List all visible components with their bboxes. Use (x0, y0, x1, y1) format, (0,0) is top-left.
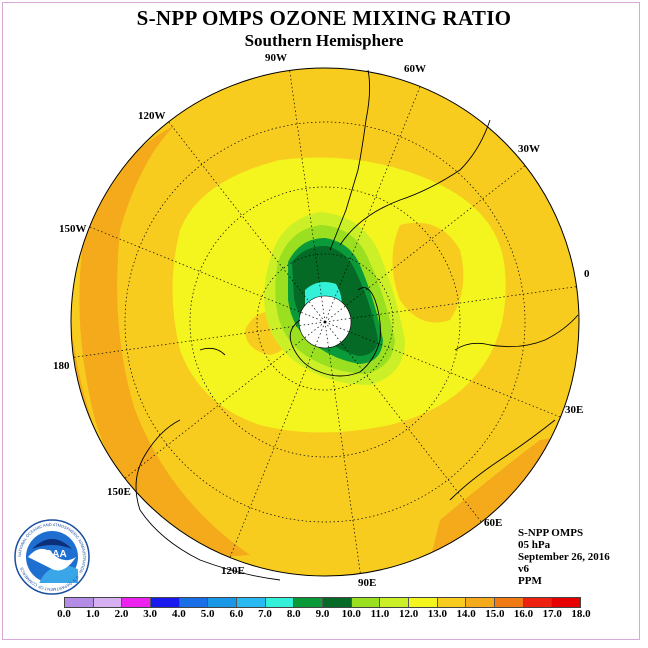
color-scale-tick-label: 6.0 (229, 608, 244, 620)
color-scale-swatch (237, 598, 266, 607)
info-level: 05 hPa (518, 539, 551, 551)
lon-label-120e: 120E (221, 565, 245, 577)
color-scale-tick-label: 8.0 (286, 608, 301, 620)
color-scale-swatch (380, 598, 410, 607)
map-title: S-NPP OMPS OZONE MIXING RATIO (136, 6, 512, 30)
color-scale-tick-label: 1.0 (85, 608, 100, 620)
color-scale-tick-label: 16.0 (513, 608, 534, 620)
australia-coast (135, 419, 281, 581)
color-scale-swatch (265, 598, 295, 607)
color-scale-bar (64, 597, 581, 608)
color-scale-swatch (151, 598, 180, 607)
lon-label-120w: 120W (138, 110, 166, 122)
lon-label-150w: 150W (59, 223, 87, 235)
lon-label-150e: 150E (107, 486, 131, 498)
graticule (73, 70, 577, 574)
color-scale-tick-label: 2.0 (114, 608, 129, 620)
color-scale-tick-label: 5.0 (200, 608, 215, 620)
lon-label-30e: 30E (565, 404, 584, 416)
lon-label-60w: 60W (404, 63, 426, 75)
lon-label-90e: 90E (358, 577, 377, 589)
color-scale-tick-label: 10.0 (341, 608, 361, 620)
map-boundary (70, 67, 580, 577)
info-version: v6 (518, 563, 529, 575)
lat-circle-middle (189, 186, 461, 458)
color-scale-swatch (208, 598, 238, 607)
color-scale-swatch (409, 598, 438, 607)
lon-label-180: 180 (53, 360, 70, 372)
map-subtitle: Southern Hemisphere (244, 31, 404, 50)
antarctica-coast (289, 287, 381, 377)
color-scale-swatch (552, 598, 581, 607)
color-scale-swatch (93, 598, 123, 607)
indian-ocean-coast (449, 419, 556, 501)
lon-label-60e: 60E (484, 517, 503, 529)
lon-label-0: 0 (584, 268, 590, 280)
south-america-west-coast (329, 69, 371, 251)
color-scale-tick-label: 11.0 (370, 608, 390, 620)
color-scale-tick-label: 12.0 (399, 608, 419, 620)
new-zealand-coast (199, 347, 226, 356)
lat-circle-inner (256, 253, 394, 391)
color-scale-tick-label: 15.0 (485, 608, 505, 620)
noaa-logo: NOAA NATIONAL OCEANIC AND ATMOSPHERIC AD… (14, 519, 90, 595)
info-date: September 26, 2016 (518, 551, 610, 563)
color-scale-tick-label: 0.0 (57, 608, 71, 620)
color-scale-swatch (179, 598, 209, 607)
color-scale-tick-label: 4.0 (172, 608, 186, 620)
africa-coast (454, 314, 579, 351)
field-13-14-patch (392, 222, 464, 323)
info-instrument: S-NPP OMPS (518, 527, 584, 539)
color-scale-tick-label: 13.0 (427, 608, 447, 620)
info-units: PPM (518, 575, 542, 587)
color-scale-tick-label: 18.0 (571, 608, 591, 620)
color-scale-tick-label: 14.0 (456, 608, 476, 620)
field-14-15-arc (79, 125, 250, 560)
color-scale-swatch (122, 598, 152, 607)
south-america-east-coast (339, 119, 491, 246)
color-scale-swatch (437, 598, 467, 607)
color-scale-tick-label: 3.0 (143, 608, 158, 620)
lat-circle-outer (124, 121, 526, 523)
color-scale-swatch (466, 598, 496, 607)
color-scale-swatch (523, 598, 553, 607)
color-scale-swatch (495, 598, 524, 607)
color-scale-tick-label: 7.0 (258, 608, 272, 620)
color-scale-swatch (351, 598, 381, 607)
color-scale-swatch (65, 598, 94, 607)
info-block: S-NPP OMPS 05 hPa September 26, 2016 v6 … (518, 527, 610, 587)
coastlines (135, 69, 579, 581)
color-scale-swatch (323, 598, 352, 607)
logo-text: NOAA (37, 549, 66, 560)
color-scale-swatch (294, 598, 324, 607)
lon-label-30w: 30W (518, 143, 540, 155)
lon-label-90w: 90W (265, 52, 287, 64)
color-scale-tick-label: 9.0 (315, 608, 330, 620)
figure-frame (2, 2, 640, 640)
color-scale-tick-label: 17.0 (542, 608, 562, 620)
